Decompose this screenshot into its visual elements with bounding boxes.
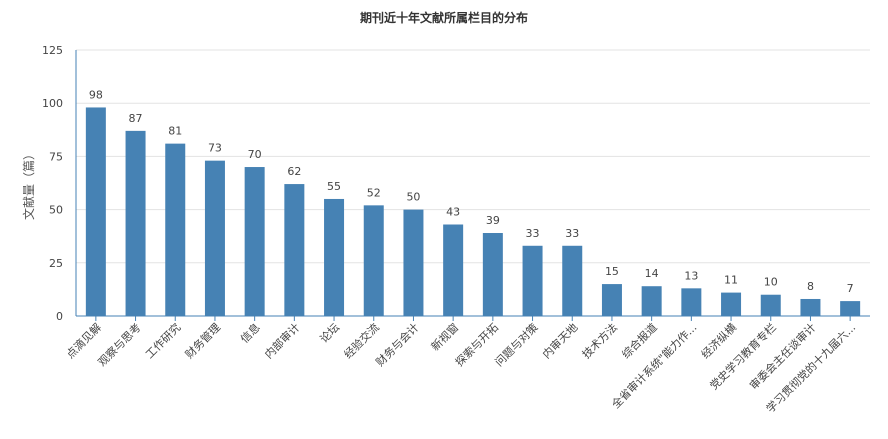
- x-tick-label: 新视窗: [428, 320, 461, 353]
- y-tick-label: 125: [42, 44, 63, 57]
- y-axis-ticks: 0 25 50 75 100 125: [42, 44, 63, 323]
- x-tick-label: 内审天地: [539, 320, 580, 361]
- data-label: 55: [327, 180, 341, 193]
- y-tick-label: 50: [49, 204, 63, 217]
- data-label: 50: [406, 191, 420, 204]
- data-label: 14: [645, 267, 659, 280]
- x-tick-label: 技术方法: [579, 320, 620, 361]
- bar: [244, 167, 265, 316]
- bar: [165, 143, 186, 316]
- bar: [760, 294, 781, 316]
- bar: [601, 284, 622, 316]
- bar: [363, 205, 384, 316]
- data-label: 7: [847, 282, 854, 295]
- x-tick-label: 点滴见解: [63, 320, 104, 361]
- data-label: 70: [248, 148, 262, 161]
- y-tick-label: 75: [49, 150, 63, 163]
- bar: [482, 233, 503, 316]
- bar: [641, 286, 662, 316]
- x-tick-label: 论坛: [317, 320, 342, 345]
- bar: [284, 184, 305, 316]
- data-label: 52: [367, 186, 381, 199]
- y-tick-label: 100: [42, 97, 63, 110]
- bar: [324, 198, 345, 316]
- bar: [562, 245, 583, 316]
- bar: [800, 298, 821, 316]
- bar: [840, 301, 861, 316]
- x-tick-label: 观察与思考: [95, 320, 144, 369]
- bar: [522, 245, 543, 316]
- data-label: 87: [129, 112, 143, 125]
- bars: [85, 107, 861, 317]
- data-label: 43: [446, 205, 460, 218]
- bar: [681, 288, 702, 316]
- y-tick-label: 25: [49, 257, 63, 270]
- x-tick-label: 综合报道: [619, 320, 660, 361]
- data-label: 81: [168, 125, 182, 138]
- x-tick-label: 党史学习教育专栏: [707, 320, 779, 392]
- x-tick-label: 财务与会计: [373, 320, 422, 369]
- data-label: 33: [526, 227, 540, 240]
- x-tick-label: 问题与对策: [492, 320, 541, 369]
- bar: [721, 292, 742, 316]
- data-label: 73: [208, 142, 222, 155]
- chart-title: 期刊近十年文献所属栏目的分布: [360, 10, 528, 25]
- data-label: 15: [605, 265, 619, 278]
- data-label: 39: [486, 214, 500, 227]
- x-tick-label: 审委会主任谈审计: [746, 320, 818, 392]
- data-label: 98: [89, 88, 103, 101]
- bar: [85, 107, 106, 317]
- bar: [204, 160, 225, 316]
- gridlines: [76, 49, 870, 264]
- x-tick-label: 工作研究: [142, 320, 183, 361]
- bar: [125, 130, 146, 316]
- x-tick-label: 经验交流: [341, 320, 382, 361]
- x-tick-label: 财务管理: [182, 320, 223, 361]
- y-tick-label: 0: [56, 310, 63, 323]
- bar: [403, 209, 424, 316]
- data-label: 10: [764, 276, 778, 289]
- x-tick-label: 信息: [237, 320, 262, 345]
- data-label: 33: [565, 227, 579, 240]
- data-label: 13: [684, 269, 698, 282]
- data-label: 11: [724, 274, 738, 287]
- data-label: 8: [807, 280, 814, 293]
- data-label: 62: [287, 165, 301, 178]
- y-axis-label: 文献量（篇）: [21, 148, 36, 220]
- x-tick-label: 经济纵横: [698, 320, 739, 361]
- bar: [443, 224, 464, 316]
- x-tick-label: 内部审计: [261, 320, 302, 361]
